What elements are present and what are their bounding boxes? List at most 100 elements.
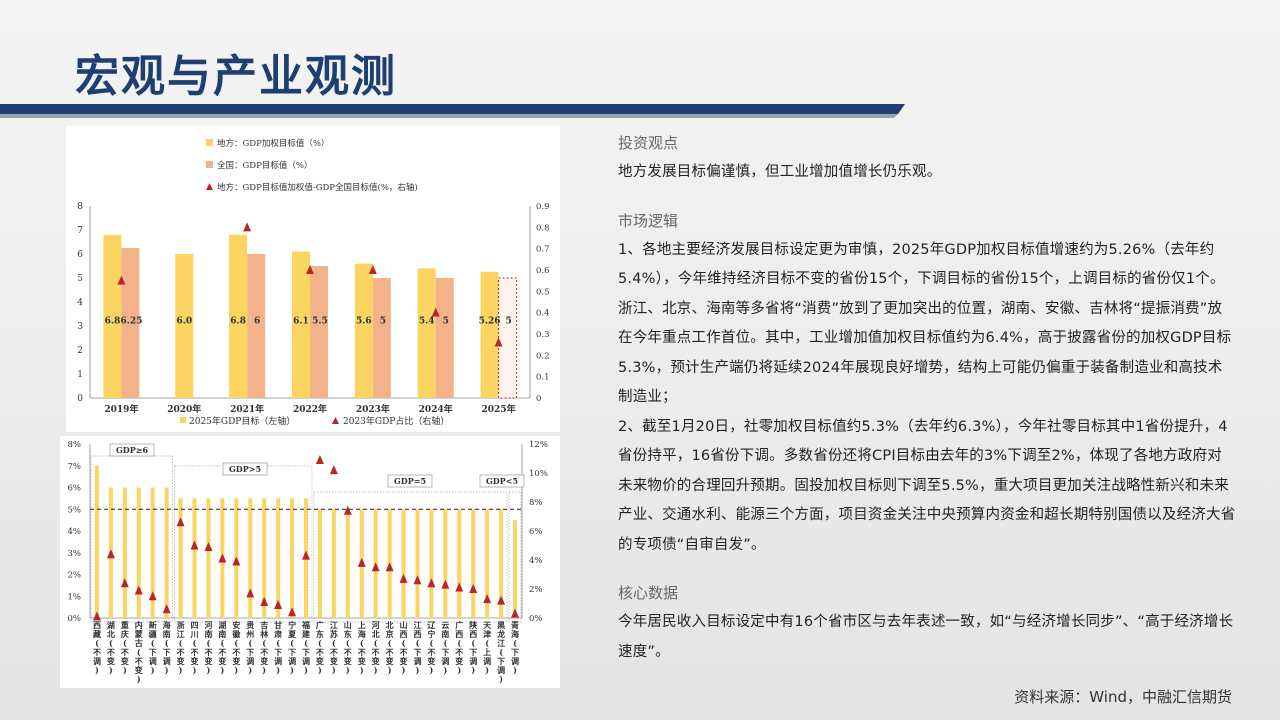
province-share-marker [441,579,450,589]
market-logic-heading: 市场逻辑 [618,211,679,230]
local-bar-label: 5.26 [479,317,501,327]
x-tick-label: 2024年 [419,403,453,415]
y-right-tick-label: 2% [529,585,543,595]
province-label: 山西(不变) [400,620,408,675]
province-target-bar [276,498,281,618]
province-label: 北京(不变) [386,620,394,675]
y-right-tick-label: 12% [529,440,548,450]
province-target-bar [415,509,420,618]
y-right-tick-label: 0.8 [536,223,550,233]
province-label: 四川(不变) [190,620,199,675]
province-share-marker [176,517,185,527]
local-target-bar [417,268,436,398]
source-note: 资料来源：Wind，中融汇信期货 [1014,688,1232,706]
province-share-marker [246,588,255,598]
province-target-bar [164,487,169,618]
local-bar-label: 5.4 [419,317,435,327]
province-label: 山东(不变) [344,620,352,675]
local-bar-label: 6.1 [293,317,309,327]
province-label: 海南(下调) [163,620,171,675]
group-box [508,491,522,623]
bottom-legend-swatch [180,417,186,423]
y-tick-label: 0 [77,394,83,404]
y-right-tick-label: 4% [529,556,543,566]
local-bar-label: 5.6 [356,317,372,327]
y-tick-label: 5 [77,274,83,284]
x-tick-label: 2023年 [356,403,390,415]
province-target-bar [513,520,518,618]
y-right-tick-label: 0.6 [536,266,550,276]
y-tick-label: 3 [77,322,83,332]
province-share-marker [469,584,478,593]
province-label: 福建(下调) [301,620,311,675]
province-share-marker [427,578,436,588]
bottom-legend-marker [332,417,339,424]
province-gdp-chart-panel: 0% 1% 2% 3% 4% 5% 6% 7% 8% 0% 2% 4% 6% 8% 10% 12% GDP≥6 G… [60,436,560,688]
legend-label: 全国：GDP目标值（%） [217,160,312,171]
province-target-bar [94,465,99,618]
province-label: 黑龙江(下调) [496,620,505,684]
province-label: 安徽(不变) [231,620,241,675]
province-target-bar [262,498,267,618]
province-share-marker [190,540,199,550]
y-right-tick-label: 8% [529,498,543,508]
province-gdp-chart: 0% 1% 2% 3% 4% 5% 6% 7% 8% 0% 2% 4% 6% 8% 10% 12% GDP≥6 G… [68,440,548,684]
group-label: GDP=5 [394,476,426,486]
x-tick-label: 2020年 [167,403,201,415]
group-label-box [222,462,268,476]
y-tick-label: 4% [68,527,82,537]
title-band [0,104,905,118]
province-share-marker [399,573,408,583]
province-label: 广西(不变) [455,620,463,675]
province-target-bar [331,509,336,618]
province-label: 宁夏(下调) [287,620,297,675]
province-label: 辽宁(不变) [427,620,436,675]
province-label: 湖北(不变) [107,620,115,675]
legend-label: 地方：GDP目标值加权值-GDP全国目标值(%，右轴) [217,182,418,193]
province-share-marker [120,578,129,588]
legend-swatch [206,161,213,168]
gdp-target-chart: 地方：GDP加权目标值（%） 全国：GDP目标值（%） 地方：GDP目标值加权值-G… [77,138,550,427]
core-data-heading: 核心数据 [618,584,679,602]
province-label: 江苏(不变) [330,620,338,675]
y-tick-label: 4 [77,298,83,308]
province-share-marker [106,549,115,559]
market-logic-point-1: 1、各地主要经济发展目标设定更为审慎，2025年GDP加权目标值增速约为5.26… [618,241,1232,406]
province-target-bar [457,509,462,618]
national-target-bar [498,277,518,399]
y-tick-label: 7 [77,226,83,236]
diff-marker [243,222,252,232]
bottom-legend-label: 2023年GDP占比（右轴） [343,415,449,427]
local-target-bar [175,254,194,398]
province-share-marker [260,597,269,607]
province-target-bar [192,498,197,618]
province-label: 内蒙古(不变) [135,620,143,684]
y-right-tick-label: 10% [529,469,548,479]
province-share-marker [483,594,492,604]
province-share-marker [162,604,171,614]
national-bar-label: 5 [505,317,511,327]
province-share-marker [218,553,227,563]
province-share-marker [371,562,380,572]
national-target-bar [310,266,328,398]
y-tick-label: 5% [68,505,82,515]
province-label: 吉林(不变) [260,620,268,675]
y-right-tick-label: 0.3 [536,330,550,340]
y-tick-label: 7% [68,462,82,472]
province-target-bar [178,498,183,618]
province-label: 贵州(下调) [245,620,254,675]
province-target-bar [122,487,127,618]
national-bar-label: 5 [443,317,449,327]
y-tick-label: 2 [77,346,83,356]
bottom-legend-label: 2025年GDP目标（左轴） [189,415,295,427]
province-share-marker [455,582,464,592]
province-share-marker [134,585,143,595]
province-target-bar [443,509,448,618]
page-title: 宏观与产业观测 [75,51,397,102]
province-share-marker [357,557,366,567]
diff-marker [117,275,126,285]
province-label: 天津(上调) [483,620,492,675]
province-label: 上海(不变) [358,620,366,675]
group-label: GDP>5 [229,464,261,474]
local-bar-label: 6.8 [230,317,246,327]
